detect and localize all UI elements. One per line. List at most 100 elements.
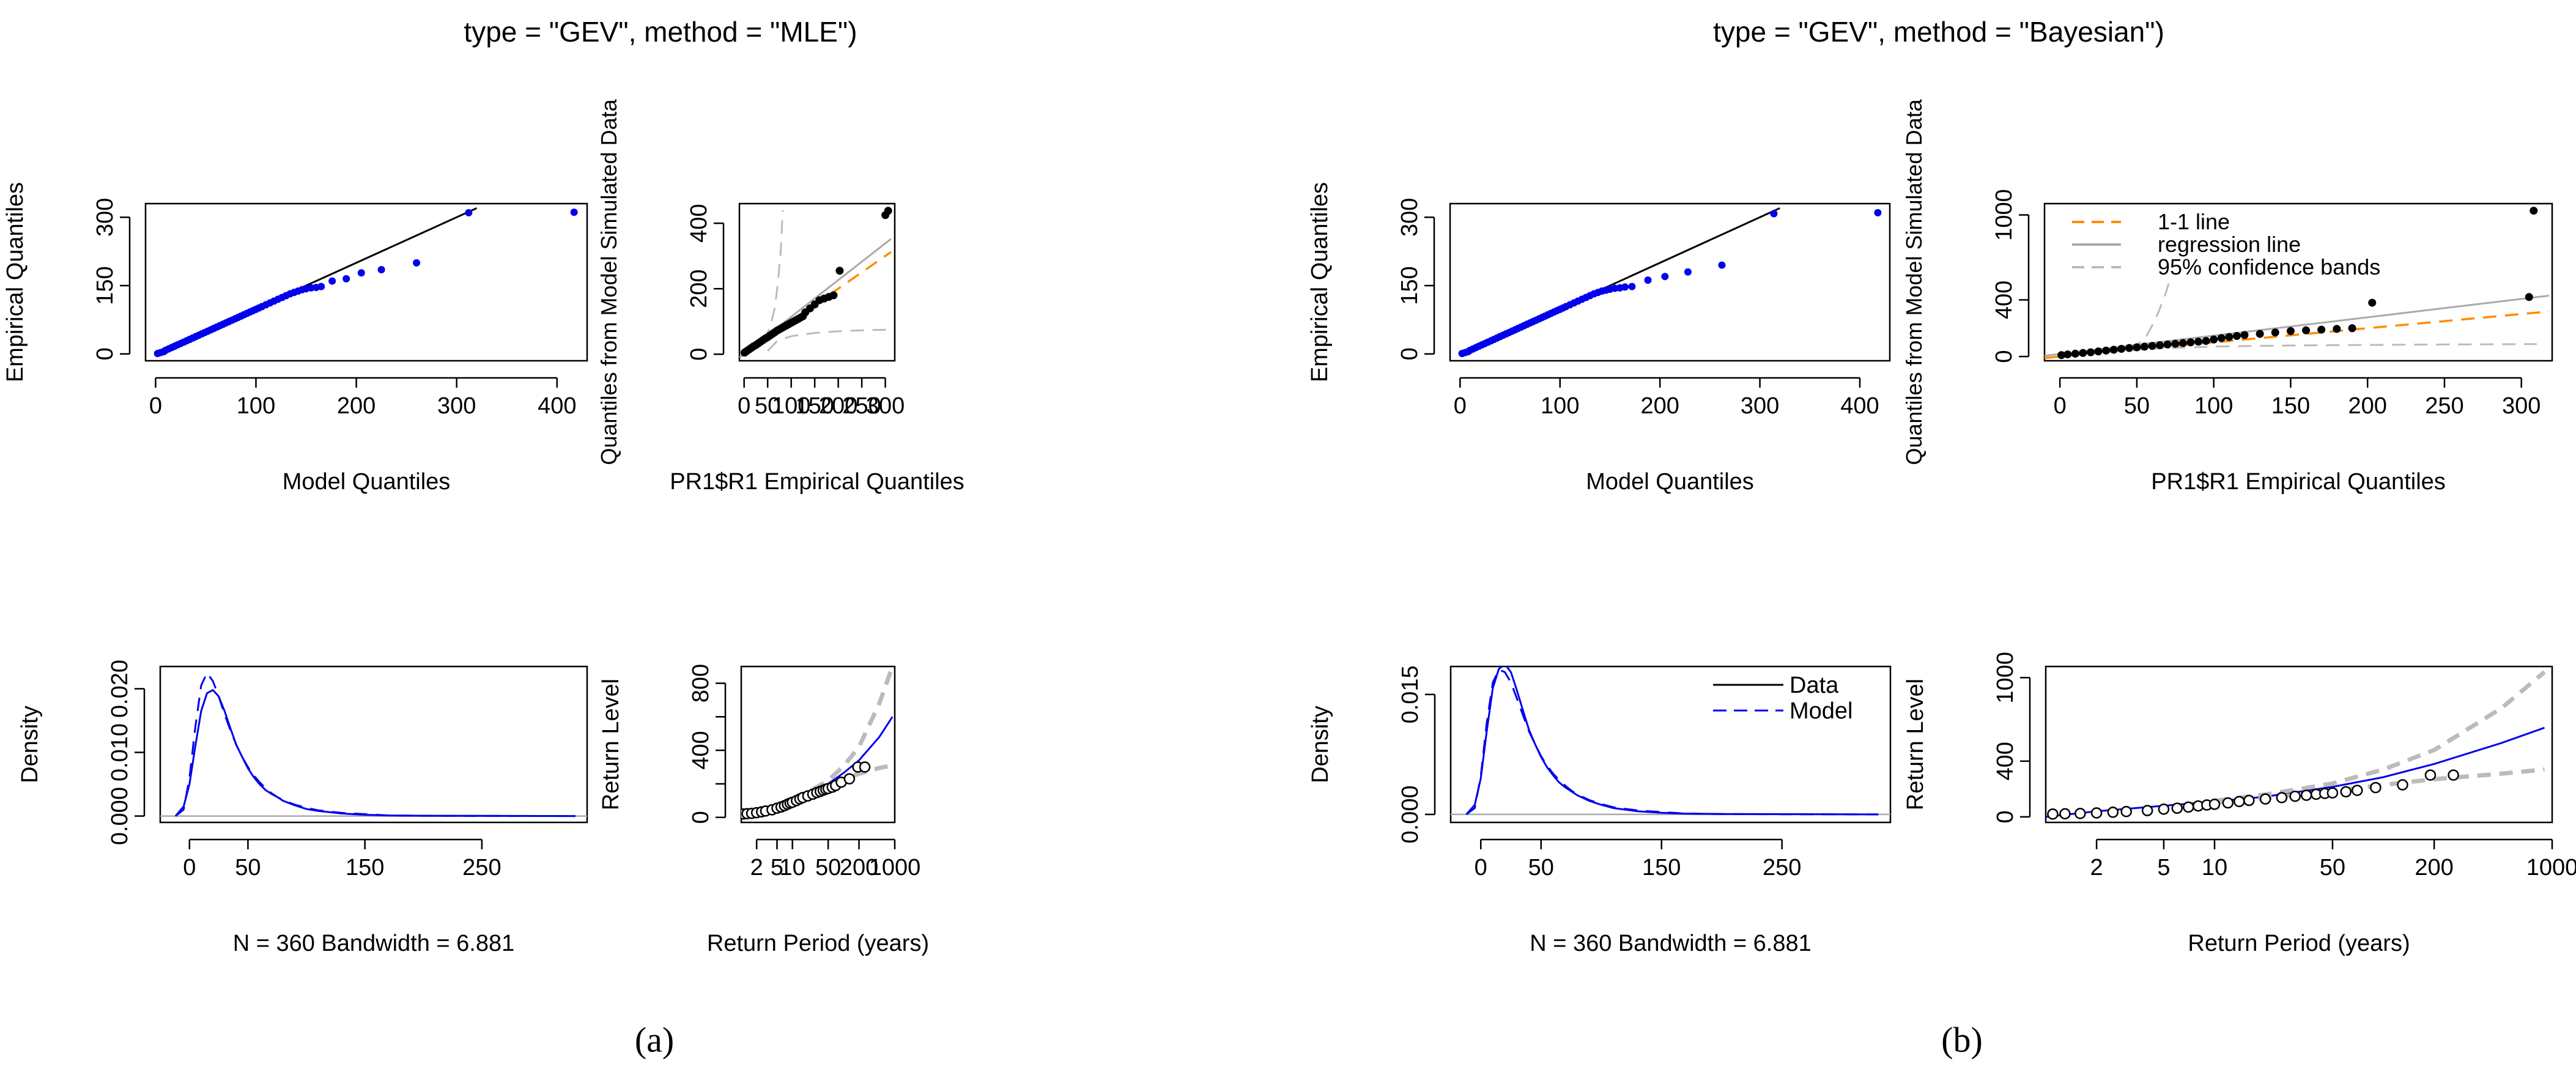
- x-tick-label: 300: [866, 393, 905, 419]
- data-point: [2234, 796, 2245, 808]
- data-point: [465, 209, 473, 216]
- plot-b-qq-model: 0 100 200 300 400 0 150 300 Model Quantiles Empir…: [1307, 182, 1891, 495]
- x-axis-label: N = 360 Bandwidth = 6.881: [1530, 931, 1812, 956]
- confidence-band: [2128, 276, 2172, 350]
- density-model-line: [1465, 668, 1879, 816]
- y-axis-label: Return Level: [598, 679, 624, 810]
- x-tick-label: 50: [2124, 393, 2150, 419]
- data-point: [2232, 331, 2241, 340]
- data-point: [2063, 350, 2072, 359]
- data-point: [2397, 779, 2408, 791]
- data-point: [2171, 802, 2183, 814]
- y-axis: 0 200 400: [686, 204, 725, 361]
- panel-a: type = "GEV", method = "MLE") (a): [464, 16, 857, 1060]
- confidence-band: [762, 210, 784, 342]
- y-tick-label: 1000: [1993, 652, 2018, 704]
- y-tick-label: 1000: [1991, 189, 2017, 241]
- y-tick-label: 400: [688, 731, 714, 769]
- x-axis-label: Model Quantiles: [283, 469, 451, 495]
- data-point: [357, 269, 365, 277]
- data-point: [2047, 808, 2059, 820]
- y-tick-label: 150: [1397, 266, 1423, 305]
- data-point: [2286, 327, 2295, 335]
- panel-sublabel: (b): [1941, 1020, 1983, 1060]
- data-point: [2276, 792, 2288, 803]
- data-point: [2289, 790, 2301, 802]
- y-tick-label: 300: [92, 198, 118, 237]
- data-point: [2340, 786, 2352, 798]
- legend-label: 95% confidence bands: [2158, 254, 2380, 279]
- plot-area: [160, 671, 587, 818]
- data-point: [342, 275, 350, 282]
- data-point: [2156, 341, 2164, 350]
- data-point: [2133, 343, 2141, 352]
- data-point: [317, 282, 325, 290]
- data-point: [2240, 331, 2249, 339]
- data-point: [884, 207, 892, 215]
- x-tick-label: 0: [1454, 393, 1467, 419]
- panel-b: type = "GEV", method = "Bayesian") (b): [1713, 16, 2164, 1060]
- one-to-one-line: [2045, 310, 2550, 360]
- data-point: [2148, 342, 2156, 350]
- data-point: [2057, 351, 2066, 360]
- legend-label: regression line: [2158, 232, 2301, 257]
- data-point: [1770, 210, 1778, 218]
- y-tick-label: 800: [688, 664, 714, 703]
- data-point: [2326, 787, 2339, 799]
- x-axis-label: Return Period (years): [2188, 931, 2410, 956]
- data-point: [2368, 298, 2377, 307]
- y-tick-label: 0: [686, 348, 712, 361]
- x-tick-label: 50: [755, 393, 780, 419]
- data-point: [413, 259, 421, 267]
- x-tick-label: 150: [2271, 393, 2310, 419]
- plot-b-return-level: 2 5 10 50 200 1000 0 400 1000 Return Period (year…: [1903, 652, 2576, 956]
- data-point: [2079, 349, 2087, 357]
- data-point: [2117, 345, 2126, 353]
- y-tick-label: 200: [686, 270, 712, 308]
- data-point: [2300, 789, 2312, 801]
- x-tick-label: 5: [2157, 855, 2170, 880]
- y-tick-label: 400: [1993, 742, 2018, 780]
- x-tick-label: 100: [2194, 393, 2233, 419]
- data-point: [2090, 807, 2103, 819]
- x-axis: 2 5 10 50 200 1000: [2090, 838, 2576, 880]
- x-tick-label: 10: [780, 855, 805, 880]
- density-model-line: [174, 671, 576, 818]
- y-tick-label: 0.000: [107, 787, 133, 845]
- x-tick-label: 200: [337, 393, 376, 419]
- data-point: [2302, 326, 2311, 334]
- legend-label: 1-1 line: [2158, 209, 2230, 234]
- x-axis-label: Model Quantiles: [1586, 469, 1754, 495]
- data-point: [1874, 209, 1882, 216]
- panel-title: type = "GEV", method = "Bayesian"): [1713, 16, 2164, 48]
- data-point: [2348, 324, 2356, 333]
- confidence-band: [2214, 670, 2546, 803]
- x-axis: 0 100 200 300 400: [1454, 377, 1879, 419]
- legend-label: Model: [1790, 698, 1853, 724]
- data-point: [1718, 261, 1726, 269]
- data-point: [2525, 293, 2533, 301]
- data-point: [829, 291, 838, 300]
- plot-a-density: 0 50 150 250 0.000 0.010 0.020 N = 360 Bandwidt…: [17, 660, 588, 956]
- data-point: [2530, 207, 2538, 215]
- plot-frame: [738, 202, 896, 362]
- x-tick-label: 300: [1741, 393, 1779, 419]
- y-axis-label: Empirical Quantiles: [1307, 182, 1333, 382]
- data-point: [2333, 325, 2341, 333]
- data-point: [2448, 769, 2459, 781]
- x-tick-label: 150: [1642, 855, 1681, 880]
- data-point: [2109, 345, 2118, 354]
- data-point: [2217, 334, 2226, 342]
- x-tick-label: 0: [1475, 855, 1487, 880]
- x-axis-label: N = 360 Bandwidth = 6.881: [233, 931, 515, 956]
- data-point: [2178, 339, 2187, 347]
- data-point: [2182, 801, 2194, 813]
- y-tick-label: 0: [92, 347, 118, 360]
- plot-area: [154, 207, 578, 358]
- y-axis-label: Density: [17, 706, 43, 783]
- plot-area: [1451, 666, 1890, 816]
- x-tick-label: 250: [462, 855, 501, 880]
- density-data-line: [174, 689, 576, 818]
